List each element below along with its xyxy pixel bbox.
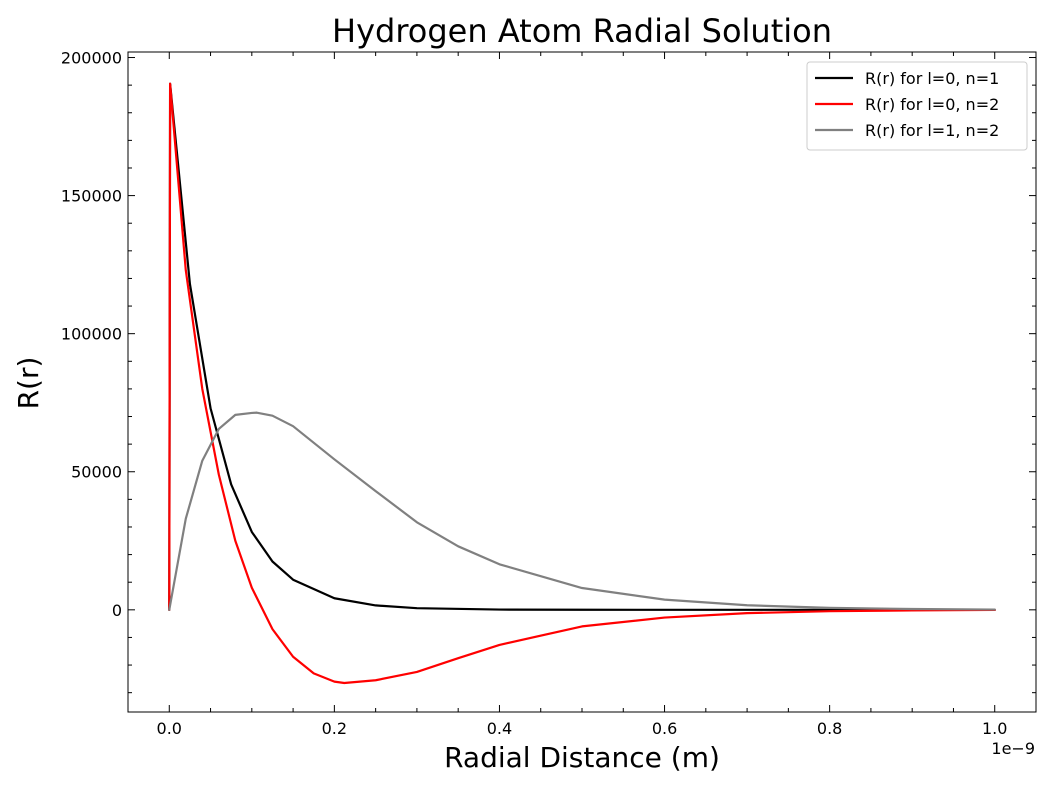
axes: 0.0 0.2 0.4 0.6 0.8 1.0 0 50000 100000 150000 2000…	[61, 49, 1037, 738]
series-line-2	[168, 82, 996, 685]
x-tick-label: 0.4	[487, 719, 512, 738]
plot-area	[168, 82, 996, 685]
legend-box	[806, 61, 1028, 151]
x-axis-label: Radial Distance (m)	[444, 741, 720, 774]
legend-label-2: R(r) for l=0, n=2	[865, 95, 999, 114]
x-tick-label: 0.2	[322, 719, 347, 738]
y-tick-label: 100000	[61, 325, 122, 344]
legend-label-3: R(r) for l=1, n=2	[865, 121, 999, 140]
legend-label-1: R(r) for l=0, n=1	[865, 69, 999, 88]
y-axis-label: R(r)	[12, 357, 45, 410]
series-line-3	[168, 411, 996, 611]
x-tick-label: 0.8	[817, 719, 842, 738]
x-offset-label: 1e−9	[991, 739, 1035, 758]
chart-title: Hydrogen Atom Radial Solution	[332, 12, 832, 50]
x-tick-label: 0.6	[652, 719, 677, 738]
y-tick-label: 50000	[71, 463, 122, 482]
y-tick-label: 200000	[61, 49, 122, 68]
y-tick-label: 150000	[61, 187, 122, 206]
series-line-1	[168, 82, 996, 611]
y-tick-label: 0	[112, 601, 122, 620]
legend: R(r) for l=0, n=1 R(r) for l=0, n=2 R(r) f…	[806, 61, 1028, 151]
x-tick-label: 1.0	[982, 719, 1007, 738]
x-tick-label: 0.0	[157, 719, 182, 738]
